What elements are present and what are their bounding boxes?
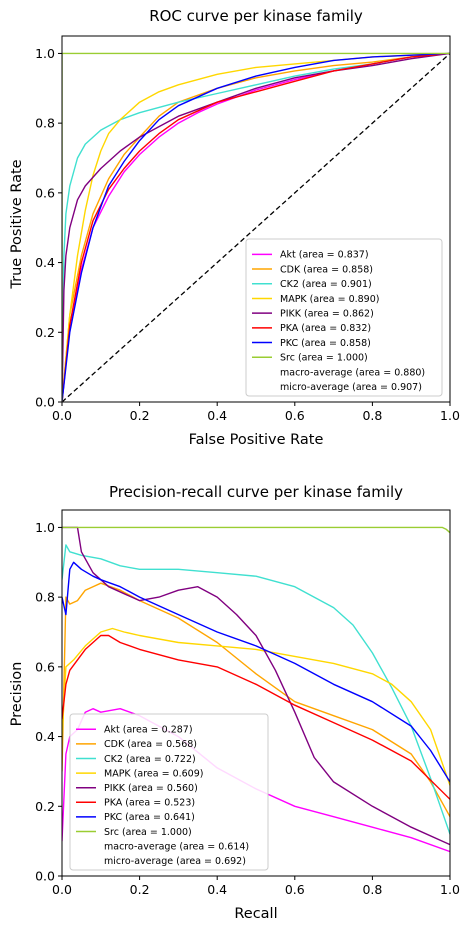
roc-axes-frame bbox=[61, 35, 451, 403]
roc-legend-entry: Src (area = 1.000) bbox=[280, 353, 368, 364]
pr-series-line-src bbox=[62, 526, 450, 534]
roc-ylabel: True Positive Rate bbox=[9, 159, 25, 289]
roc-legend-entry: MAPK (area = 0.890) bbox=[280, 294, 379, 305]
roc-x-tick-label: 1.0 bbox=[440, 408, 460, 423]
pr-legend-entry: PKA (area = 0.523) bbox=[104, 798, 195, 809]
pr-x-ticks: 0.0 0.2 0.4 0.6 0.8 1.0 bbox=[52, 876, 460, 897]
roc-xlabel: False Positive Rate bbox=[189, 432, 324, 448]
roc-legend-entry: CK2 (area = 0.901) bbox=[280, 279, 372, 290]
pr-legend-box bbox=[69, 713, 269, 871]
pr-legend: Akt (area = 0.287) CDK (area = 0.568) CK2 … bbox=[69, 713, 269, 871]
roc-x-ticks: 0.0 0.2 0.4 0.6 0.8 1.0 bbox=[52, 402, 460, 423]
pr-x-tick-label: 0.0 bbox=[52, 882, 72, 897]
roc-y-tick-label: 0.4 bbox=[35, 255, 55, 270]
roc-series-line-mapk bbox=[62, 52, 450, 402]
roc-chart: ROC curve per kinase family False Positi… bbox=[9, 7, 460, 448]
pr-legend-entry: PKC (area = 0.641) bbox=[104, 812, 195, 823]
pr-x-tick-label: 0.8 bbox=[362, 882, 382, 897]
pr-legend-entry: MAPK (area = 0.609) bbox=[104, 768, 203, 779]
roc-legend-entry: PKC (area = 0.858) bbox=[280, 338, 371, 349]
pr-legend-entry: macro-average (area = 0.614) bbox=[104, 841, 249, 852]
pr-x-tick-label: 0.4 bbox=[207, 882, 227, 897]
roc-legend: Akt (area = 0.837) CDK (area = 0.858) CK2 … bbox=[245, 238, 443, 397]
roc-legend-entry: PIKK (area = 0.862) bbox=[280, 308, 374, 319]
roc-plot-area bbox=[62, 52, 450, 402]
roc-x-tick-label: 0.4 bbox=[207, 408, 227, 423]
pr-legend-entry: CK2 (area = 0.722) bbox=[104, 754, 196, 765]
roc-legend-entry: micro-average (area = 0.907) bbox=[280, 382, 422, 393]
pr-series-line-mapk bbox=[62, 627, 450, 786]
roc-series-line-pka bbox=[62, 52, 450, 402]
pr-x-tick-label: 1.0 bbox=[440, 882, 460, 897]
pr-y-tick-label: 0.8 bbox=[35, 590, 55, 605]
roc-x-tick-label: 0.2 bbox=[130, 408, 150, 423]
roc-series-line-ck2 bbox=[62, 52, 450, 402]
pr-series-line-cdk bbox=[62, 582, 450, 818]
roc-y-ticks: 0.0 0.2 0.4 0.6 0.8 1.0 bbox=[35, 46, 62, 410]
pr-y-tick-label: 0.4 bbox=[35, 729, 55, 744]
roc-x-tick-label: 0.0 bbox=[52, 408, 72, 423]
pr-y-ticks: 0.0 0.2 0.4 0.6 0.8 1.0 bbox=[35, 520, 62, 884]
pr-legend-entry: Src (area = 1.000) bbox=[104, 827, 192, 838]
pr-legend-entry: Akt (area = 0.287) bbox=[104, 725, 193, 736]
pr-y-tick-label: 0.6 bbox=[35, 659, 55, 674]
pr-ylabel: Precision bbox=[9, 662, 25, 727]
pr-y-tick-label: 0.2 bbox=[35, 799, 55, 814]
roc-series-line-pkc bbox=[62, 52, 450, 402]
roc-title: ROC curve per kinase family bbox=[149, 7, 363, 25]
roc-y-tick-label: 0.6 bbox=[35, 185, 55, 200]
pr-legend-entry: micro-average (area = 0.692) bbox=[104, 856, 246, 867]
pr-x-tick-label: 0.2 bbox=[130, 882, 150, 897]
roc-legend-box bbox=[245, 238, 443, 397]
roc-legend-entry: CDK (area = 0.858) bbox=[280, 264, 373, 275]
roc-y-tick-label: 0.0 bbox=[35, 395, 55, 410]
roc-legend-entry: PKA (area = 0.832) bbox=[280, 323, 371, 334]
pr-series-line-ck2 bbox=[62, 544, 450, 835]
roc-series-line-cdk bbox=[62, 52, 450, 402]
pr-legend-entry: CDK (area = 0.568) bbox=[104, 739, 197, 750]
roc-x-tick-label: 0.8 bbox=[362, 408, 382, 423]
pr-series-line-pka bbox=[62, 634, 450, 800]
roc-y-tick-label: 0.2 bbox=[35, 325, 55, 340]
roc-series-line-src bbox=[62, 52, 450, 402]
roc-chance-diagonal bbox=[62, 52, 450, 402]
pr-y-tick-label: 0.0 bbox=[35, 869, 55, 884]
roc-legend-entry: macro-average (area = 0.880) bbox=[280, 367, 425, 378]
pr-axes-frame bbox=[61, 509, 451, 877]
pr-x-tick-label: 0.6 bbox=[285, 882, 305, 897]
pr-xlabel: Recall bbox=[234, 906, 277, 922]
pr-y-tick-label: 1.0 bbox=[35, 520, 55, 535]
pr-chart: Precision-recall curve per kinase family… bbox=[9, 483, 460, 922]
roc-x-tick-label: 0.6 bbox=[285, 408, 305, 423]
pr-series-line-pkc bbox=[62, 561, 450, 783]
pr-series-line-pikk bbox=[62, 526, 450, 846]
pr-legend-entry: PIKK (area = 0.560) bbox=[104, 783, 198, 794]
roc-legend-entry: Akt (area = 0.837) bbox=[280, 250, 369, 261]
roc-y-tick-label: 0.8 bbox=[35, 116, 55, 131]
pr-title: Precision-recall curve per kinase family bbox=[109, 483, 403, 501]
roc-y-tick-label: 1.0 bbox=[35, 46, 55, 61]
